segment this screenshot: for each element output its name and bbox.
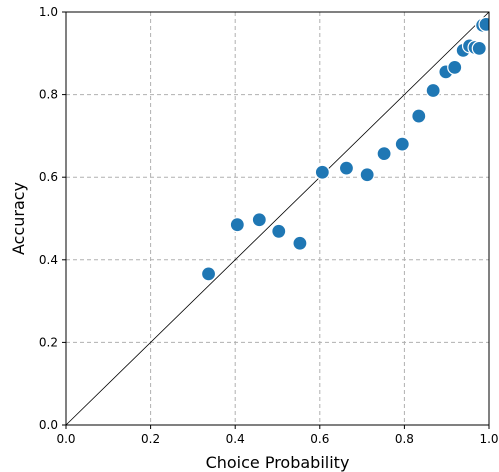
- x-tick-label: 0.8: [395, 432, 414, 446]
- data-point: [376, 146, 392, 162]
- points-layer: [200, 16, 489, 282]
- x-tick-label: 0.0: [56, 432, 75, 446]
- y-tick-label: 0.6: [39, 170, 58, 184]
- y-tick-label: 1.0: [39, 5, 58, 19]
- data-point: [251, 212, 267, 228]
- y-tick-label: 0.0: [39, 418, 58, 432]
- data-point: [338, 160, 355, 176]
- y-axis-label: Accuracy: [9, 182, 28, 255]
- data-point: [478, 16, 489, 32]
- data-point: [425, 82, 441, 99]
- data-point: [314, 164, 330, 180]
- x-axis-label: Choice Probability: [206, 453, 350, 472]
- y-tick-label: 0.2: [39, 335, 58, 349]
- data-point: [200, 266, 217, 282]
- data-point: [471, 40, 487, 56]
- reference-line: [65, 11, 490, 426]
- x-tick-label: 0.6: [310, 432, 329, 446]
- data-point: [229, 217, 245, 233]
- data-point: [359, 167, 375, 183]
- x-tick-label: 0.2: [141, 432, 160, 446]
- data-point: [271, 223, 287, 239]
- ticks-layer: 0.0 0.2 0.4 0.6 0.8 1.0 0.0 0.2 0.4 0.6 0.8 1.0: [39, 5, 499, 446]
- y-tick-label: 0.4: [39, 253, 58, 267]
- x-tick-label: 1.0: [479, 432, 498, 446]
- data-point: [292, 235, 308, 251]
- x-tick-label: 0.4: [226, 432, 245, 446]
- plot-frame: [65, 11, 490, 426]
- y-tick-label: 0.8: [39, 88, 58, 102]
- data-point: [411, 108, 427, 124]
- data-point: [447, 59, 463, 75]
- data-point: [394, 136, 410, 152]
